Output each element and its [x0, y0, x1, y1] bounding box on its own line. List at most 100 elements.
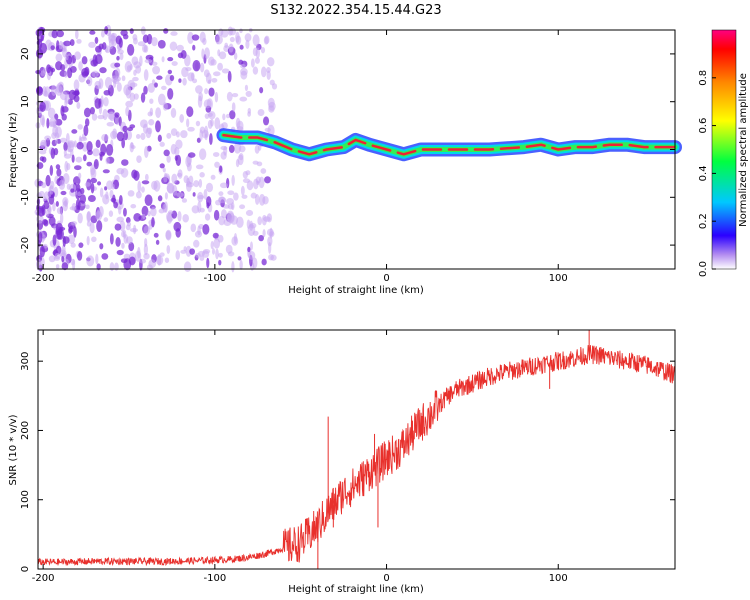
spectrogram-noise-blob [123, 234, 129, 244]
spectrogram-noise-blob [124, 61, 133, 73]
spectrogram-noise-blob [108, 210, 114, 217]
spectrogram-noise-blob [114, 62, 121, 68]
spectrogram-noise-blob [104, 186, 108, 191]
spectrogram-noise-blob [170, 128, 178, 137]
spectrogram-noise-blob [101, 133, 109, 142]
spectrogram-noise-blob [114, 112, 120, 118]
spectrogram-noise-blob [169, 75, 175, 82]
spectrogram-noise-blob [121, 242, 125, 249]
spectrogram-noise-blob [250, 58, 255, 68]
spectrogram-noise-blob [88, 41, 96, 48]
spectrogram-noise-blob [41, 182, 47, 189]
spectrogram-noise-blob [226, 210, 235, 223]
spectrogram-noise-blob [125, 106, 130, 117]
spectrogram-noise-blob [269, 231, 275, 237]
spectrogram-noise-blob [137, 246, 141, 259]
spectrogram-noise-blob [229, 27, 237, 36]
spectrogram-noise-blob [151, 216, 155, 228]
spectrogram-noise-blob [54, 252, 61, 260]
spectrogram-noise-blob [49, 185, 54, 195]
spectrogram-noise-blob [96, 220, 103, 233]
spectrogram-noise-blob [78, 61, 83, 71]
spectrogram-noise-blob [85, 204, 90, 210]
spectrogram-noise-blob [70, 188, 75, 193]
spectrogram-noise-blob [215, 34, 223, 45]
spectrogram-noise-blob [240, 185, 245, 196]
spectrogram-noise-blob [231, 174, 235, 186]
spectrogram-noise-blob [56, 207, 63, 215]
spectrogram-noise-blob [215, 248, 219, 260]
spectrogram-noise-blob [143, 225, 151, 236]
spectrogram-noise-blob [62, 200, 68, 212]
spectrogram-noise-blob [147, 210, 151, 217]
spectrogram-noise-blob [98, 78, 104, 89]
spectrogram-noise-blob [77, 212, 83, 224]
spectrogram-noise-blob [155, 239, 160, 245]
spectrogram-noise-blob [102, 108, 108, 121]
snr-x-tick-label: 100 [549, 573, 568, 584]
spectrogram-noise-blob [213, 209, 220, 221]
spectrogram-y-label: Frequency (Hz) [8, 112, 19, 188]
spectrogram-noise-blob [49, 117, 57, 127]
spectrogram-noise-blob [56, 30, 65, 38]
spectrogram-noise-blob [231, 102, 236, 112]
spectrogram-noise-blob [202, 223, 210, 235]
spectrogram-noise-blob [35, 29, 42, 37]
snr-series-line [37, 345, 676, 567]
spectrogram-noise-blob [144, 194, 153, 206]
spectrogram-noise-blob [36, 86, 43, 94]
spectrogram-noise-blob [112, 77, 120, 85]
spectrogram-noise-blob [132, 76, 139, 82]
spectrogram-noise-blob [38, 231, 43, 244]
spectrogram-noise-blob [180, 50, 187, 59]
spectrogram-noise-blob [166, 132, 172, 139]
spectrogram-noise-blob [163, 28, 169, 34]
spectrogram-noise-blob [149, 98, 154, 104]
spectrogram-noise-blob [123, 131, 128, 141]
spectrogram-noise-blob [183, 175, 189, 184]
spectrogram-noise-blob [39, 101, 46, 112]
spectrogram-noise-blob [42, 234, 46, 241]
spectrogram-noise-blob [70, 65, 77, 73]
spectrogram-noise-blob [127, 126, 134, 132]
spectrogram-noise-blob [143, 69, 149, 81]
spectrogram-noise-blob [264, 176, 271, 184]
spectrogram-noise-blob [153, 232, 159, 238]
spectrogram-noise-blob [46, 64, 51, 74]
spectrogram-noise-blob [39, 156, 45, 162]
spectrogram-noise-blob [60, 190, 67, 196]
spectrogram-noise-blob [43, 200, 50, 210]
spectrogram-noise-blob [167, 56, 174, 62]
spectrogram-noise-blob [79, 194, 87, 204]
spectrogram-noise-blob [63, 149, 67, 157]
spectrogram-noise-blob [143, 243, 149, 256]
spectrogram-noise-blob [170, 107, 177, 118]
spectrogram-noise-blob [91, 70, 99, 78]
spectrogram-noise-blob [121, 159, 129, 166]
spectrogram-noise-blob [185, 245, 192, 257]
spectrogram-noise-blob [245, 209, 254, 216]
spectrogram-noise-blob [195, 164, 204, 170]
snr-x-label: Height of straight line (km) [288, 584, 424, 595]
spectrogram-noise-blob [74, 165, 82, 171]
spectrogram-noise-blob [99, 153, 103, 161]
spectrogram-noise-blob [69, 148, 74, 157]
spectrogram-noise-blob [171, 61, 178, 66]
spectrogram-noise-blob [254, 194, 260, 205]
spectrogram-noise-blob [37, 207, 45, 217]
spectrogram-noise-blob [192, 44, 196, 51]
spectrogram-noise-blob [152, 65, 161, 75]
spectrogram-noise-blob [122, 33, 129, 40]
spectrogram-noise-blob [94, 98, 101, 109]
spectrogram-noise-blob [127, 44, 135, 56]
spectrogram-noise-blob [77, 124, 83, 130]
colorbar-tick-label: 0.0 [698, 261, 709, 277]
spectrogram-noise-blob [245, 39, 250, 49]
colorbar-tick-label: 0.6 [698, 118, 709, 134]
spectrogram-noise-blob [227, 70, 232, 83]
spectrogram-noise-blob [140, 186, 145, 193]
spectrogram-noise-blob [244, 33, 252, 42]
spectrogram-noise-blob [186, 118, 190, 128]
spectrogram-noise-blob [103, 217, 109, 222]
spectrogram-noise-blob [261, 258, 267, 266]
